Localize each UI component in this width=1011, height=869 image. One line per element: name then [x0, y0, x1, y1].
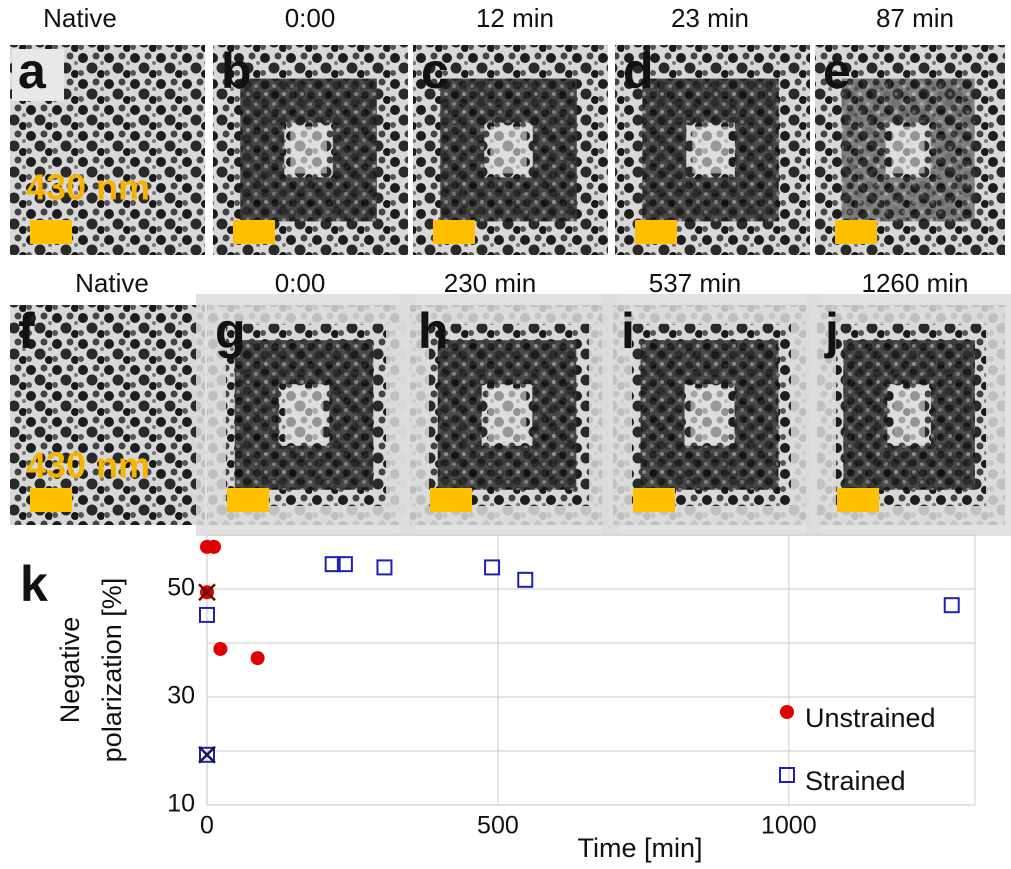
written-frame: [240, 78, 377, 222]
panel-letter: e: [823, 43, 851, 99]
scale-label: 430 nm: [26, 167, 150, 208]
written-frame: [440, 78, 577, 222]
panel-letter: a: [18, 43, 47, 99]
scale-bar: [835, 220, 877, 244]
x-tick-label: 1000: [761, 812, 817, 840]
y-tick-label: 50: [167, 574, 195, 602]
x-tick-label: 0: [200, 812, 214, 840]
y-axis-title: polarization [%]: [97, 578, 127, 763]
scale-bar: [837, 488, 879, 512]
panel-title: 0:00: [275, 268, 326, 298]
frame-center: [891, 126, 925, 174]
data-point: [206, 539, 221, 554]
frame-center: [290, 126, 327, 174]
legend-marker: [779, 767, 795, 783]
written-frame: [841, 78, 975, 222]
written-frame: [642, 78, 779, 222]
data-point: [213, 641, 228, 656]
panel-title: 87 min: [876, 3, 954, 33]
panel-letter: h: [418, 303, 449, 359]
legend-label: Strained: [805, 766, 906, 796]
panel-title: 537 min: [649, 268, 742, 298]
frame-center: [692, 126, 729, 174]
strain-halo: [806, 294, 1011, 536]
scale-bar: [635, 220, 677, 244]
panel-letter: i: [621, 303, 635, 359]
data-point: [943, 597, 960, 614]
image-panels: Native a 430 nm 0:00 b 12 min c 23 min d 87 min e N…: [10, 3, 1011, 536]
frame-center: [487, 388, 527, 442]
written-frame: [640, 340, 779, 490]
x-tick-label: 500: [477, 812, 519, 840]
scale-bar: [227, 488, 269, 512]
data-point: [484, 559, 501, 576]
panel-letter: k: [20, 556, 48, 612]
y-tick-label: 30: [167, 682, 195, 710]
panel-letter: g: [215, 303, 246, 359]
panel-letter: d: [623, 43, 654, 99]
data-point: [336, 556, 353, 573]
panel-title: 0:00: [285, 3, 336, 33]
panel-letter: c: [421, 43, 449, 99]
data-point: [250, 651, 265, 666]
y-axis-title: Negative: [55, 617, 85, 724]
y-tick-label: 10: [167, 790, 195, 818]
x-axis-title: Time [min]: [577, 833, 702, 863]
panel-title: Native: [75, 268, 149, 298]
legend-label: Unstrained: [805, 703, 936, 733]
scale-label: 430 nm: [26, 445, 150, 486]
frame-center: [690, 388, 729, 442]
written-frame: [437, 340, 577, 490]
letter-bg: [12, 49, 64, 101]
legend-marker: [780, 705, 794, 719]
native-marker: [198, 745, 216, 764]
scale-bar: [433, 220, 475, 244]
panel-title: 12 min: [476, 3, 554, 33]
frame-center: [893, 388, 925, 442]
scale-bar: [233, 220, 275, 244]
frame-center: [284, 388, 324, 442]
written-frame: [234, 340, 374, 490]
panel-letter: b: [221, 43, 252, 99]
scale-bar: [30, 220, 72, 244]
panel-letter: j: [824, 303, 839, 359]
data-point: [517, 571, 534, 588]
panel-title: 23 min: [671, 3, 749, 33]
data-point: [199, 746, 215, 763]
scale-bar: [633, 488, 675, 512]
scale-bar: [30, 488, 72, 512]
panel-title: 230 min: [444, 268, 537, 298]
panel-letter: f: [18, 303, 35, 359]
data-point: [199, 606, 215, 623]
written-frame: [843, 340, 975, 490]
data-point: [324, 556, 341, 573]
frame-center: [490, 126, 527, 174]
data-point: [376, 559, 393, 576]
native-marker: [198, 583, 216, 602]
plot-border: [206, 534, 976, 806]
panel-title: 1260 min: [862, 268, 969, 298]
scale-bar: [430, 488, 472, 512]
panel-title: Native: [43, 3, 117, 33]
